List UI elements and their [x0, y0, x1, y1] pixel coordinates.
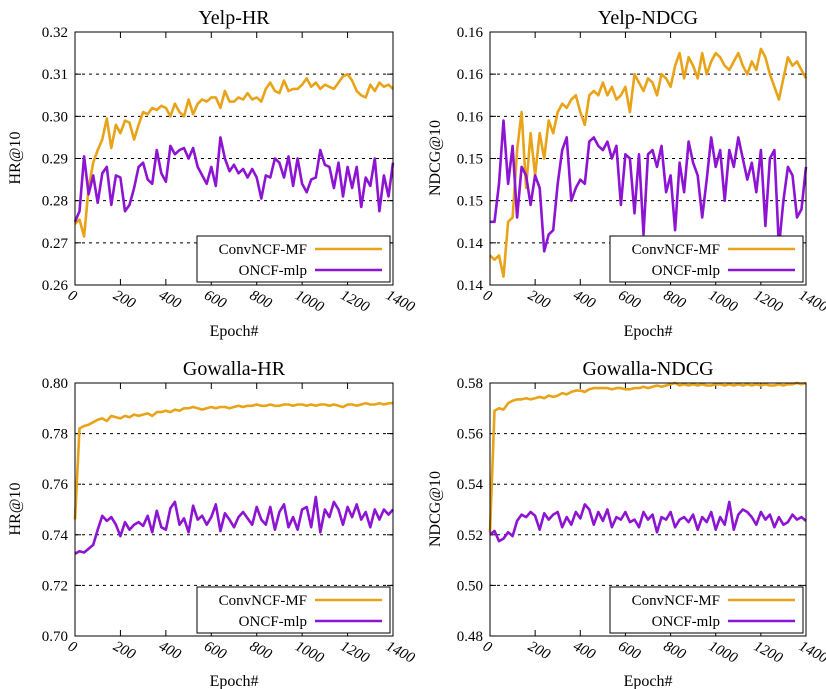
series-line: [74, 495, 394, 555]
y-tick-label: 0.14: [457, 278, 484, 294]
y-tick-label: 0.74: [42, 528, 69, 544]
x-tick-label: 200: [525, 287, 553, 312]
y-tick-label: 0.50: [457, 578, 483, 594]
legend-label: ConvNCF-MF: [219, 242, 307, 258]
y-tick-label: 0.78: [42, 427, 68, 443]
y-axis-label: NDCG@10: [427, 120, 444, 196]
chart-title: Gowalla-HR: [183, 358, 286, 380]
legend-label: ONCF-mlp: [652, 614, 720, 630]
x-tick-label: 800: [247, 287, 275, 312]
y-tick-label: 0.14: [457, 236, 484, 252]
panel-yelp-ndcg: Yelp-NDCG Epoch# NDCG@10 0.14 0.14 0.15 0.1…: [427, 7, 826, 340]
x-tick-label: 400: [156, 638, 184, 663]
series-line: [488, 381, 807, 533]
plot-frame: [74, 382, 394, 637]
x-tick-label: 600: [616, 287, 644, 312]
x-tick-label: 1000: [706, 638, 740, 666]
y-tick-label: 0.26: [42, 278, 69, 294]
series-line: [489, 47, 808, 278]
x-tick-label: 200: [525, 638, 553, 663]
y-tick-label: 0.80: [42, 376, 68, 392]
series-line: [73, 401, 393, 520]
series-line: [73, 136, 395, 223]
x-tick-label: 1200: [751, 638, 785, 666]
panel-yelp-hr: Yelp-HR Epoch# HR@10 0.26 0.27 0.28 0.29 0.3…: [7, 7, 418, 340]
legend-label: ConvNCF-MF: [219, 593, 307, 609]
x-axis-label: Epoch#: [624, 673, 673, 689]
x-tick-label: 800: [247, 638, 275, 663]
x-axis-label: Epoch#: [210, 673, 259, 689]
y-tick-label: 0.31: [42, 67, 68, 83]
x-tick-label: 200: [111, 287, 139, 312]
x-tick-label: 600: [201, 638, 229, 663]
y-tick-label: 0.30: [42, 109, 68, 125]
x-tick-label: 1000: [292, 287, 326, 315]
y-axis-label: HR@10: [7, 132, 24, 185]
legend: ConvNCF-MF ONCF-mlp: [196, 586, 391, 634]
legend: ConvNCF-MF ONCF-mlp: [196, 235, 391, 283]
legend-box: [609, 235, 804, 283]
y-tick-label: 0.54: [457, 477, 484, 493]
x-tick-label: 800: [661, 287, 689, 312]
y-tick-label: 0.27: [42, 236, 69, 252]
plot-frame: [489, 31, 807, 286]
y-axis-label: NDCG@10: [427, 471, 444, 547]
x-tick-label: 1400: [796, 287, 826, 315]
y-tick-label: 0.32: [42, 25, 68, 41]
x-tick-label: 1200: [751, 287, 785, 315]
x-tick-label: 600: [201, 287, 229, 312]
y-tick-label: 0.16: [457, 109, 484, 125]
legend-box: [196, 586, 391, 634]
x-tick-label: 1200: [338, 287, 372, 315]
x-tick-label: 1400: [383, 287, 417, 315]
panel-gowalla-hr: Gowalla-HR Epoch# HR@10 0.70 0.72 0.74 0.76…: [7, 358, 418, 689]
x-tick-label: 200: [111, 638, 139, 663]
x-tick-label: 1200: [338, 638, 372, 666]
y-axis-label: HR@10: [7, 483, 24, 536]
x-tick-label: 400: [570, 287, 598, 312]
x-tick-label: 400: [156, 287, 184, 312]
y-tick-label: 0.16: [457, 67, 484, 83]
y-tick-label: 0.72: [42, 578, 68, 594]
chart-title: Yelp-NDCG: [598, 7, 698, 29]
series-line: [74, 72, 394, 238]
legend: ConvNCF-MF ONCF-mlp: [609, 586, 804, 634]
x-tick-label: 800: [661, 638, 689, 663]
x-tick-label: 1400: [383, 638, 417, 666]
x-tick-label: 1000: [706, 287, 740, 315]
legend-label: ONCF-mlp: [239, 614, 307, 630]
x-tick-label: 1000: [292, 638, 326, 666]
legend-label: ONCF-mlp: [652, 263, 720, 279]
plot-frame: [74, 31, 394, 286]
y-tick-label: 0.15: [457, 194, 483, 210]
legend-label: ONCF-mlp: [239, 263, 307, 279]
plot-frame: [489, 382, 807, 637]
y-tick-label: 0.70: [42, 629, 68, 645]
chart-title: Yelp-HR: [198, 7, 270, 29]
chart-title: Gowalla-NDCG: [582, 358, 713, 380]
legend-box: [196, 235, 391, 283]
legend-label: ConvNCF-MF: [632, 242, 720, 258]
y-tick-label: 0.56: [457, 427, 484, 443]
y-tick-label: 0.16: [457, 25, 484, 41]
y-tick-label: 0.76: [42, 477, 69, 493]
y-tick-label: 0.28: [42, 194, 68, 210]
x-tick-label: 1400: [796, 638, 826, 666]
legend-box: [609, 586, 804, 634]
y-tick-label: 0.15: [457, 152, 483, 168]
legend-label: ConvNCF-MF: [632, 593, 720, 609]
x-tick-label: 400: [570, 638, 598, 663]
y-tick-label: 0.52: [457, 528, 483, 544]
x-tick-label: 600: [616, 638, 644, 663]
legend: ConvNCF-MF ONCF-mlp: [609, 235, 804, 283]
y-tick-label: 0.48: [457, 629, 483, 645]
y-tick-label: 0.58: [457, 376, 483, 392]
series-line: [489, 500, 807, 543]
x-axis-label: Epoch#: [624, 323, 673, 340]
series-line: [490, 119, 808, 253]
x-axis-label: Epoch#: [210, 323, 259, 340]
y-tick-label: 0.29: [42, 152, 68, 168]
panel-gowalla-ndcg: Gowalla-NDCG Epoch# NDCG@10 0.48 0.50 0.52…: [427, 358, 826, 689]
